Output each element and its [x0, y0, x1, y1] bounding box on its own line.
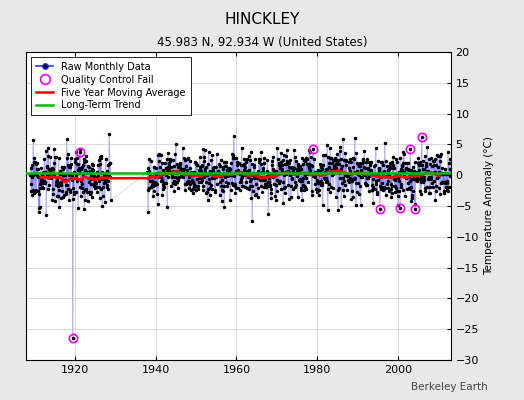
Text: HINCKLEY: HINCKLEY — [224, 12, 300, 27]
Legend: Raw Monthly Data, Quality Control Fail, Five Year Moving Average, Long-Term Tren: Raw Monthly Data, Quality Control Fail, … — [31, 57, 191, 115]
Text: 45.983 N, 92.934 W (United States): 45.983 N, 92.934 W (United States) — [157, 36, 367, 49]
Text: Berkeley Earth: Berkeley Earth — [411, 382, 487, 392]
Y-axis label: Temperature Anomaly (°C): Temperature Anomaly (°C) — [485, 136, 495, 276]
